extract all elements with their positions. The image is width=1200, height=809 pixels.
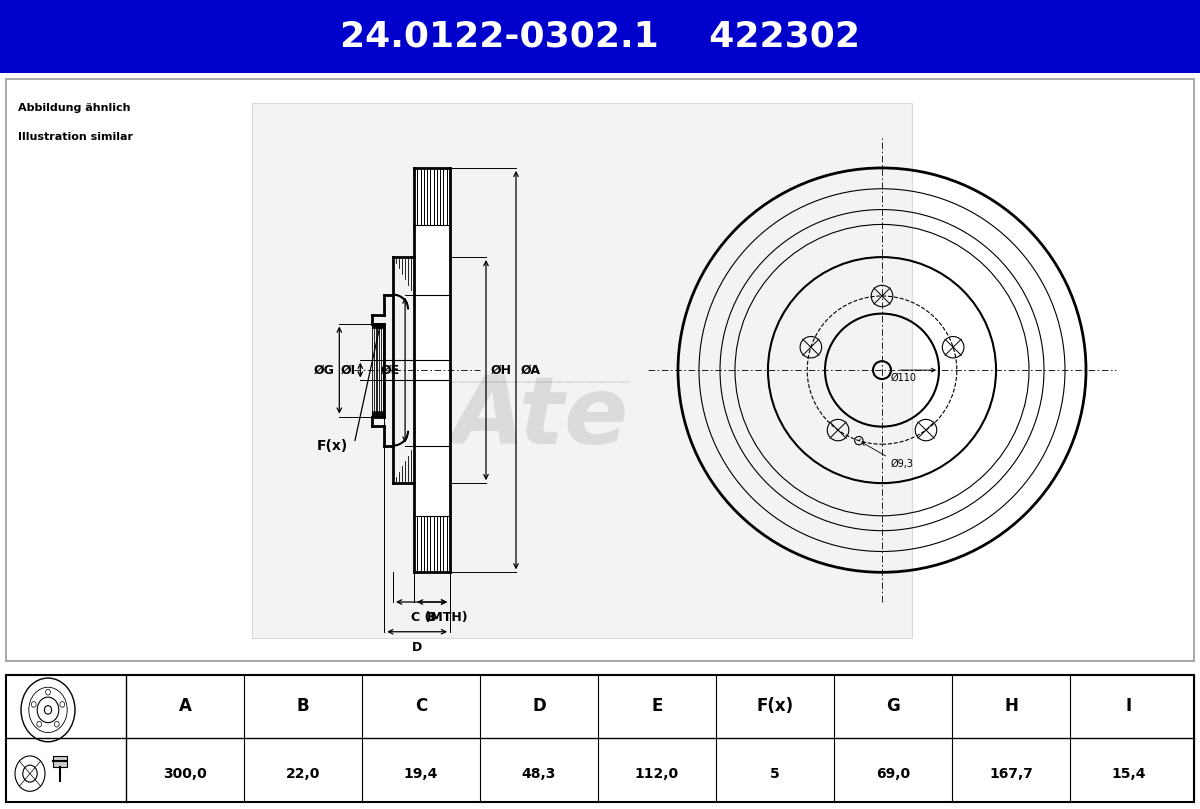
Text: 167,7: 167,7: [989, 767, 1033, 781]
Text: C (MTH): C (MTH): [412, 611, 468, 624]
Text: ØH: ØH: [491, 363, 511, 377]
Text: ØE: ØE: [382, 363, 401, 377]
Text: Ate: Ate: [451, 371, 629, 464]
Text: E: E: [652, 697, 662, 715]
Text: 15,4: 15,4: [1111, 767, 1146, 781]
Bar: [414, 168, 450, 572]
Text: ØG: ØG: [313, 363, 335, 377]
Text: B: B: [296, 697, 310, 715]
Text: 19,4: 19,4: [404, 767, 438, 781]
Text: Abbildung ähnlich: Abbildung ähnlich: [18, 103, 131, 112]
Text: G: G: [886, 697, 900, 715]
Text: A: A: [179, 697, 192, 715]
Text: 300,0: 300,0: [163, 767, 206, 781]
Bar: [53, 756, 67, 767]
Text: F(x): F(x): [756, 697, 793, 715]
Text: I: I: [1126, 697, 1132, 715]
Text: 5: 5: [770, 767, 780, 781]
Text: F(x): F(x): [317, 439, 348, 453]
Text: Illustration similar: Illustration similar: [18, 133, 133, 142]
Text: 112,0: 112,0: [635, 767, 679, 781]
Text: H: H: [1004, 697, 1018, 715]
Text: 24.0122-0302.1    422302: 24.0122-0302.1 422302: [340, 19, 860, 53]
Text: 48,3: 48,3: [522, 767, 556, 781]
Text: ØA: ØA: [521, 363, 541, 377]
Text: D: D: [532, 697, 546, 715]
Text: B: B: [427, 611, 437, 624]
Text: 69,0: 69,0: [876, 767, 910, 781]
Text: 22,0: 22,0: [286, 767, 320, 781]
Text: Ø9,3: Ø9,3: [890, 460, 914, 469]
Bar: [252, 103, 912, 637]
Text: ØI: ØI: [341, 363, 355, 377]
Text: C: C: [415, 697, 427, 715]
Text: D: D: [412, 641, 422, 654]
Text: Ø110: Ø110: [890, 373, 917, 383]
